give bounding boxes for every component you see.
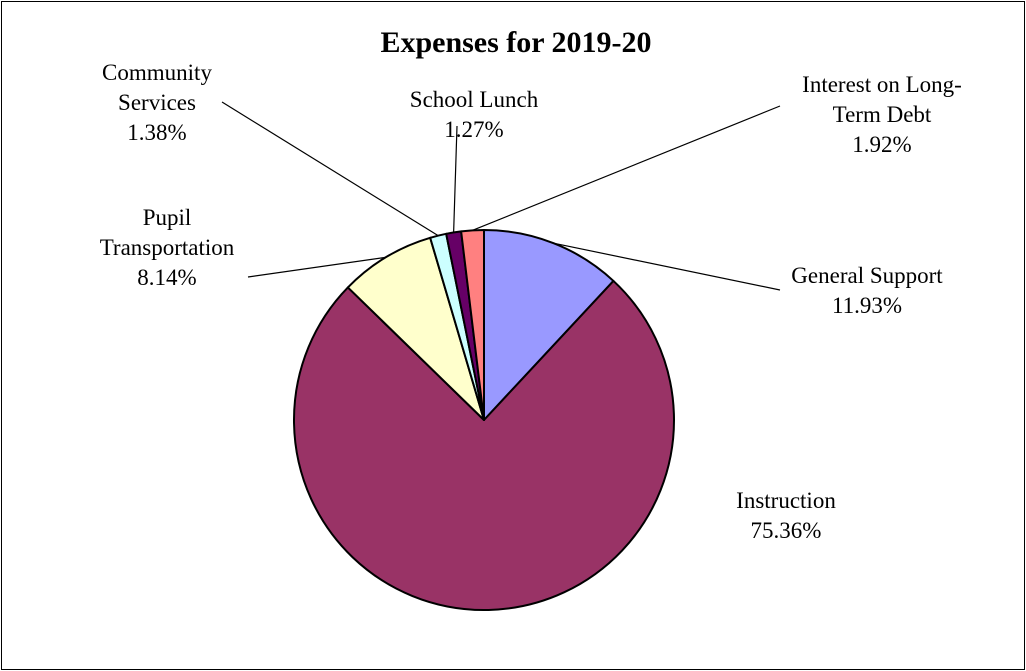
slice-label-interest-on-long-term-debt: Term Debt: [833, 102, 932, 127]
pie-slices: [292, 228, 675, 611]
leader-line-community-services: [221, 101, 439, 237]
slice-label-school-lunch: School Lunch: [410, 87, 539, 112]
leader-line-interest-on-long-term-debt: [472, 105, 781, 231]
slice-label-community-services: Community: [102, 60, 212, 85]
slice-percent-school-lunch: 1.27%: [444, 117, 503, 142]
leader-lines: [221, 101, 781, 291]
leader-line-pupil-transportation: [247, 256, 386, 278]
leader-line-general-support: [553, 242, 781, 291]
slice-percent-pupil-transportation: 8.14%: [137, 265, 196, 290]
slice-percent-instruction: 75.36%: [751, 518, 822, 543]
slice-labels: General Support 11.93% Instruction 75.36% Pu…: [100, 60, 962, 543]
slice-label-general-support: General Support: [791, 263, 943, 288]
pie-slice-pupil-transportation: [346, 236, 485, 421]
slice-label-interest-on-long-term-debt: Interest on Long-: [802, 72, 962, 97]
slice-percent-community-services: 1.38%: [127, 120, 186, 145]
pie-slice-interest-on-long-term-debt: [460, 228, 485, 421]
leader-line-school-lunch: [453, 125, 458, 233]
slice-label-pupil-transportation: Pupil: [143, 205, 192, 230]
pie-slice-general-support: [483, 229, 615, 421]
slice-label-instruction: Instruction: [736, 488, 836, 513]
slice-label-pupil-transportation: Transportation: [100, 235, 235, 260]
pie-slice-instruction: [292, 279, 675, 611]
chart-title: Expenses for 2019-20: [380, 26, 651, 59]
slice-percent-interest-on-long-term-debt: 1.92%: [852, 132, 911, 157]
slice-percent-general-support: 11.93%: [832, 293, 902, 318]
slice-label-community-services: Services: [118, 90, 196, 115]
